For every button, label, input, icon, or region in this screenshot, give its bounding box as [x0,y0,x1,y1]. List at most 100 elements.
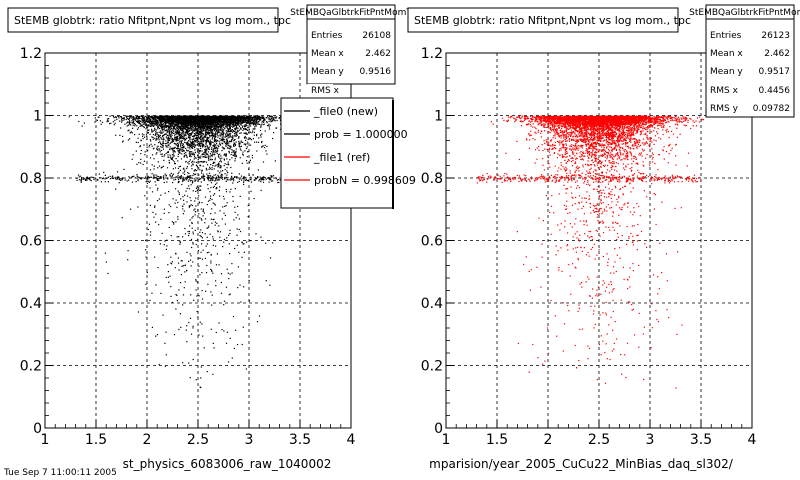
left-point [227,163,229,165]
left-point [221,115,223,117]
left-point [122,177,124,179]
left-point [155,119,157,121]
left-point [126,117,128,119]
left-point [201,120,203,122]
left-point [217,147,219,149]
left-point [191,123,193,125]
left-point [146,127,149,129]
left-point [256,116,258,118]
left-point [136,115,138,117]
left-point [248,117,250,120]
left-point [247,117,249,119]
left-point [157,136,160,138]
left-point [224,116,226,118]
left-point [161,124,163,126]
left-point [248,115,250,118]
left-point [202,133,204,135]
left-point [149,133,151,135]
left-point [185,128,187,130]
left-point [142,117,144,119]
left-point [158,131,160,133]
left-point [183,118,185,120]
left-point [187,136,189,138]
left-point [249,161,251,163]
left-point [240,132,242,134]
left-point [212,123,214,125]
left-point [226,142,228,144]
left-point [221,146,223,148]
left-point [190,129,193,131]
left-point [116,118,118,120]
left-point [220,121,223,123]
left-point [220,155,222,157]
left-point [173,130,175,132]
left-point [200,155,202,157]
left-point [228,128,230,130]
left-point [256,141,258,143]
left-point [206,122,208,124]
left-point [213,130,215,132]
left-point [198,116,200,118]
left-point [185,147,187,149]
left-point [143,126,145,128]
left-point [186,116,188,118]
left-point [146,135,148,137]
left-point [218,124,220,126]
left-point [251,118,253,120]
left-point [141,120,143,122]
left-point [191,116,193,118]
left-point [156,178,158,180]
left-point [261,177,263,179]
left-point [243,116,245,118]
left-point [258,118,260,120]
left-point [231,136,233,138]
left-point [194,119,197,121]
left-point [239,146,241,148]
left-point [196,177,199,179]
left-point [226,118,228,120]
left-point [157,125,159,127]
left-point [234,131,236,133]
left-point [189,122,192,124]
left-point [172,120,174,122]
left-point [158,178,160,180]
left-point [208,133,211,135]
left-point [175,143,177,145]
left-point [238,142,240,144]
left-point [174,125,176,127]
left-point [206,131,208,134]
left-point [209,118,211,120]
left-point [235,156,237,158]
left-point [175,127,177,129]
left-point [169,142,171,145]
left-point [129,117,131,119]
left-point [177,130,179,132]
left-point [212,132,214,134]
left-point [199,139,201,141]
left-point [158,179,160,181]
left-point [208,116,210,118]
left-point [136,174,138,176]
left-point [186,156,188,158]
left-point [211,131,213,134]
left-point [209,153,211,155]
left-point [266,124,269,127]
left-point [216,123,218,125]
left-point [232,124,234,126]
left-point [184,134,186,136]
left-point [205,128,207,130]
left-point [137,127,140,129]
left-point [217,116,219,118]
left-point [166,122,168,124]
left-point [175,139,177,141]
left-point [98,116,100,118]
left-point [153,117,155,119]
left-point [180,137,182,139]
left-point [244,119,246,121]
left-point [208,148,210,151]
left-point [198,121,200,123]
left-point [248,116,250,118]
left-point [112,121,114,123]
left-point [146,120,148,122]
left-point [178,117,181,119]
